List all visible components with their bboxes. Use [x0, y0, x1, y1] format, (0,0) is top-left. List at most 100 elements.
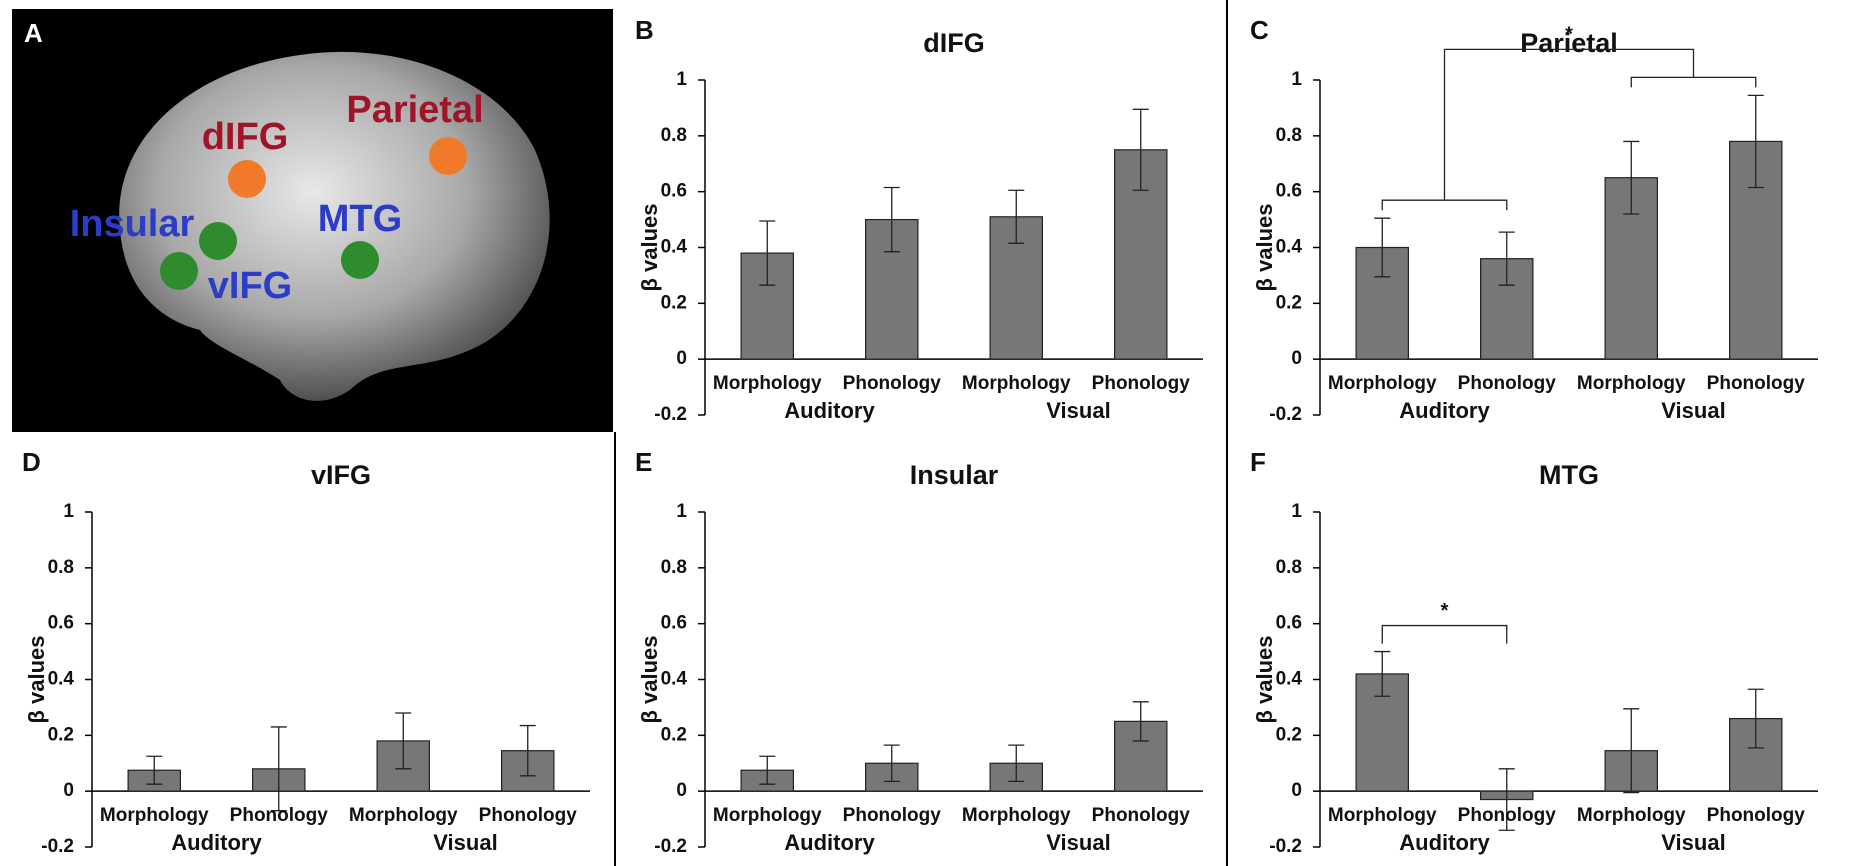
y-tick-label: 1 — [1291, 501, 1302, 522]
y-tick-label: 0.8 — [1276, 125, 1302, 146]
error-bar — [1747, 688, 1764, 749]
group-label: Auditory — [784, 830, 875, 855]
y-tick-label: 0.6 — [661, 181, 687, 202]
group-label: Visual — [1661, 830, 1725, 855]
y-tick-label: 0.8 — [1276, 557, 1302, 578]
x-tick-label: Morphology — [1577, 805, 1686, 826]
x-tick-label: Morphology — [1577, 373, 1686, 394]
y-axis-label: β values — [637, 635, 662, 723]
region-dot — [199, 222, 237, 260]
x-tick-label: Phonology — [230, 805, 329, 826]
y-tick-label: 0.8 — [661, 557, 687, 578]
region-label: Insular — [70, 203, 195, 245]
x-tick-label: Phonology — [1458, 373, 1557, 394]
y-axis-label: β values — [1252, 635, 1277, 723]
x-tick-label: Phonology — [843, 805, 942, 826]
y-tick-label: 0.2 — [661, 292, 687, 313]
significance-label: * — [1565, 24, 1573, 46]
chart-title: MTG — [1539, 460, 1599, 490]
y-tick-label: 0.4 — [1276, 669, 1303, 690]
y-tick-label: 0.2 — [48, 724, 74, 745]
region-label: dIFG — [202, 116, 289, 158]
x-tick-label: Morphology — [713, 805, 822, 826]
y-tick-label: 0.6 — [1276, 181, 1302, 202]
bracket — [1443, 48, 1695, 201]
error-bar — [1498, 231, 1515, 286]
error-bar — [1374, 217, 1391, 278]
error-bar — [1132, 701, 1149, 742]
group-label: Visual — [1661, 398, 1725, 423]
y-tick-label: -0.2 — [1269, 404, 1302, 425]
y-tick-label: 0 — [676, 348, 687, 369]
error-bar — [1008, 744, 1025, 783]
error-bar — [1374, 650, 1391, 697]
region-label: Parietal — [346, 89, 483, 131]
x-tick-label: Phonology — [1458, 805, 1557, 826]
significance-label: * — [1441, 600, 1449, 622]
panel-letter: D — [22, 447, 41, 477]
panel-letter: E — [635, 447, 652, 477]
x-tick-label: Phonology — [479, 805, 578, 826]
y-tick-label: 1 — [676, 501, 687, 522]
region-dot — [228, 160, 266, 198]
y-tick-label: 0.8 — [661, 125, 687, 146]
y-tick-label: 0.2 — [1276, 724, 1302, 745]
x-tick-label: Morphology — [962, 373, 1071, 394]
error-bar — [759, 755, 776, 785]
x-tick-label: Morphology — [1328, 373, 1437, 394]
bracket — [1381, 624, 1508, 644]
x-tick-label: Phonology — [1707, 805, 1806, 826]
y-tick-label: 0 — [1291, 348, 1302, 369]
error-bar — [146, 755, 163, 785]
y-tick-label: 0.6 — [661, 613, 687, 634]
chart-title: vIFG — [311, 460, 371, 490]
panel-letter: A — [24, 18, 43, 48]
y-tick-label: -0.2 — [654, 404, 687, 425]
error-bar — [759, 220, 776, 286]
panel-letter: F — [1250, 447, 1266, 477]
group-label: Auditory — [1399, 830, 1490, 855]
region-label: MTG — [318, 198, 402, 240]
error-bar — [1008, 189, 1025, 244]
x-tick-label: Morphology — [713, 373, 822, 394]
group-label: Visual — [1046, 830, 1110, 855]
y-tick-label: -0.2 — [41, 836, 74, 857]
error-bar — [1132, 108, 1149, 191]
group-label: Visual — [1046, 398, 1110, 423]
y-tick-label: 1 — [63, 501, 74, 522]
panel-letter: B — [635, 15, 654, 45]
y-axis-label: β values — [637, 203, 662, 291]
y-axis-label: β values — [24, 635, 49, 723]
y-tick-label: 0.8 — [48, 557, 74, 578]
error-bar — [883, 186, 900, 253]
y-tick-label: 0 — [1291, 780, 1302, 801]
x-tick-label: Phonology — [1092, 805, 1191, 826]
error-bar — [270, 726, 287, 812]
panel-letter: C — [1250, 15, 1269, 45]
x-tick-label: Phonology — [843, 373, 942, 394]
x-tick-label: Phonology — [1707, 373, 1806, 394]
y-tick-label: 0.2 — [661, 724, 687, 745]
y-tick-label: 1 — [1291, 69, 1302, 90]
x-tick-label: Morphology — [349, 805, 458, 826]
group-label: Auditory — [784, 398, 875, 423]
x-tick-label: Phonology — [1092, 373, 1191, 394]
y-tick-label: 0 — [63, 780, 74, 801]
chart-title: Parietal — [1520, 28, 1618, 58]
region-dot — [160, 252, 198, 290]
bracket — [1630, 76, 1757, 88]
y-tick-label: 0.4 — [1276, 237, 1303, 258]
y-tick-label: 0.2 — [1276, 292, 1302, 313]
chart-title: Insular — [910, 460, 999, 490]
region-dot — [429, 137, 467, 175]
error-bar — [1498, 768, 1515, 831]
error-bar — [1623, 140, 1640, 215]
error-bar — [1623, 708, 1640, 794]
y-tick-label: 0.4 — [661, 237, 688, 258]
region-label: vIFG — [208, 265, 292, 307]
y-tick-label: 0.6 — [1276, 613, 1302, 634]
region-dot — [341, 241, 379, 279]
y-axis-label: β values — [1252, 203, 1277, 291]
error-bar — [395, 712, 412, 770]
y-tick-label: -0.2 — [654, 836, 687, 857]
